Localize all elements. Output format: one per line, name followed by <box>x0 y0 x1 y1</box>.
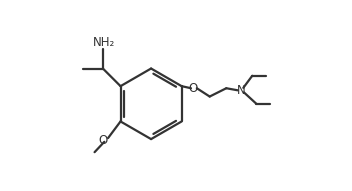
Text: NH₂: NH₂ <box>93 36 115 49</box>
Text: N: N <box>237 84 245 97</box>
Text: O: O <box>188 82 198 95</box>
Text: O: O <box>99 134 108 147</box>
